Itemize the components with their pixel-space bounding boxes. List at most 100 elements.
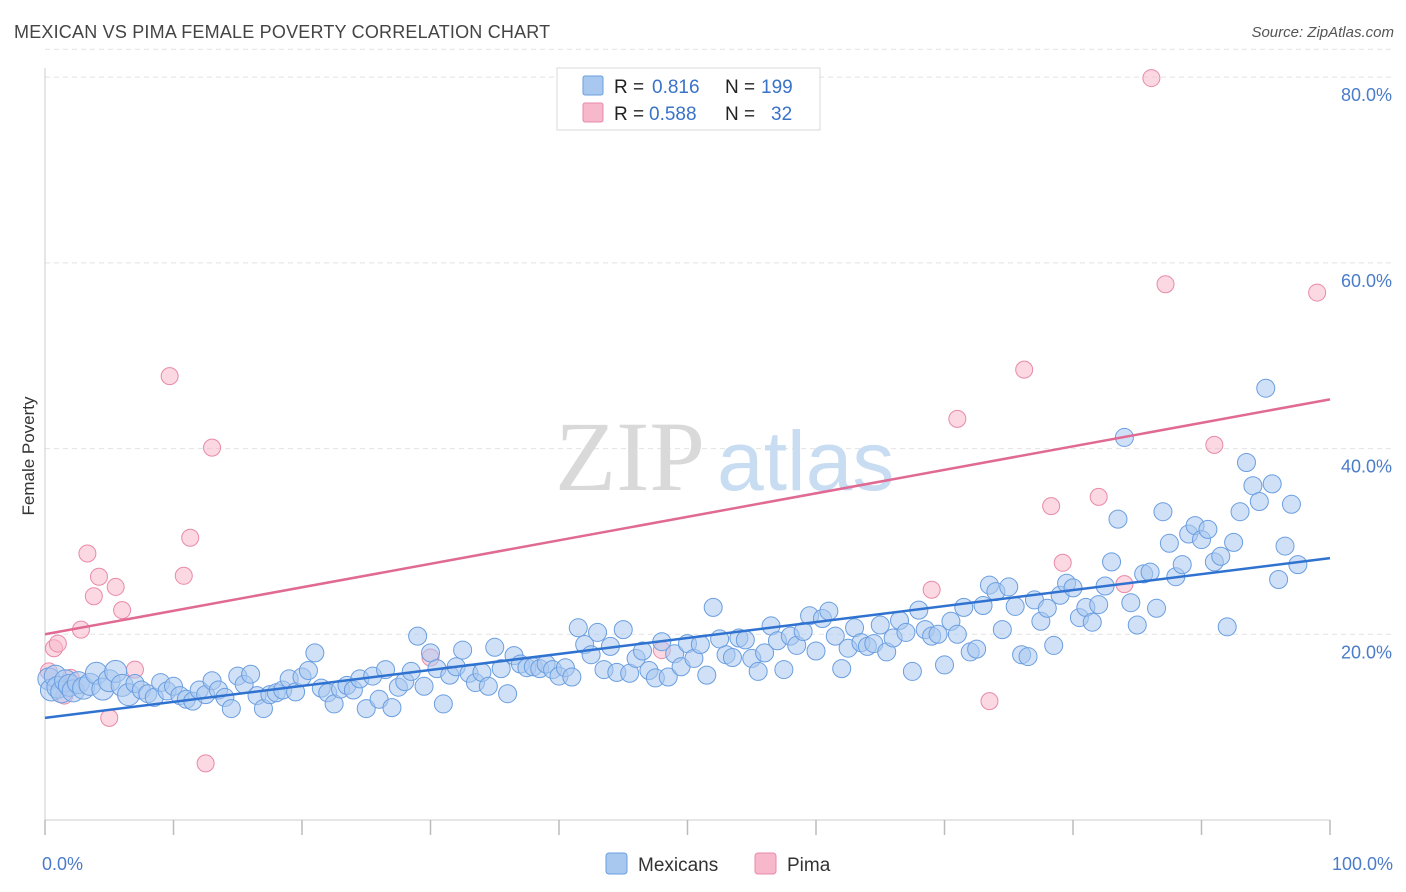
mexicans-point — [748, 661, 768, 681]
pima-point — [196, 754, 215, 773]
mexicans-point — [1121, 593, 1141, 613]
pima-point — [78, 544, 97, 563]
x-tick-labels: 0.0% 100.0% — [42, 854, 1393, 874]
mexicans-point — [298, 661, 318, 680]
mexicans-point — [356, 699, 376, 719]
mexicans-point — [588, 622, 608, 642]
legend-n-value: 199 — [761, 77, 793, 98]
pima-point — [1042, 497, 1061, 516]
pima-point — [948, 409, 967, 428]
mexicans-point — [870, 615, 890, 635]
mexicans-point — [1281, 494, 1301, 514]
legend-r-value: 0.816 — [652, 77, 700, 98]
mexicans-point — [408, 626, 428, 646]
mexicans-point — [1288, 555, 1308, 575]
pima-point — [1053, 553, 1072, 572]
mexicans-point — [382, 698, 402, 718]
grid-lines — [45, 48, 1392, 635]
pima-point — [160, 367, 179, 386]
bottom-legend-swatch-pima — [754, 852, 777, 875]
mexicans-point — [1082, 612, 1102, 632]
pima-point — [113, 601, 132, 620]
mexicans-point — [1217, 617, 1237, 637]
y-tick-label: 40.0% — [1341, 457, 1392, 477]
legend-swatch-pima — [582, 102, 604, 123]
bottom-legend-label-pima: Pima — [787, 855, 831, 876]
y-tick-label: 80.0% — [1341, 85, 1392, 105]
pima-point — [1142, 69, 1161, 88]
mexicans-point — [478, 676, 498, 696]
pima-point — [89, 567, 108, 586]
mexicans-point — [1172, 555, 1192, 575]
mexicans-point — [1147, 598, 1167, 618]
mexicans-point — [1153, 502, 1173, 522]
mexicans-point — [1275, 536, 1295, 556]
mexicans-point — [221, 699, 241, 719]
mexicans-point — [703, 597, 723, 617]
mexicans-trend-line — [44, 556, 1331, 720]
pima-point — [922, 580, 941, 599]
mexicans-point — [1005, 596, 1025, 616]
legend-n-value: 32 — [771, 104, 792, 125]
legend-r-label: R = — [614, 104, 644, 125]
legend-r-label: R = — [614, 77, 644, 98]
pima-point — [980, 692, 999, 711]
mexicans-point — [947, 624, 967, 644]
legend-n-label: N = — [725, 104, 755, 125]
pima-point — [48, 634, 67, 653]
mexicans-point — [902, 661, 922, 681]
mexicans-point — [1230, 502, 1250, 522]
legend-r-value: 0.588 — [649, 104, 697, 125]
mexicans-point — [1108, 509, 1128, 529]
mexicans-point — [1249, 492, 1269, 511]
mexicans-point — [491, 659, 511, 679]
pima-point — [1205, 435, 1224, 454]
mexicans-point — [774, 660, 794, 680]
pima-point — [181, 528, 200, 547]
mexicans-point — [896, 622, 916, 642]
mexicans-point — [1140, 562, 1160, 582]
x-tick-label: 100.0% — [1332, 854, 1393, 874]
mexicans-point — [806, 641, 826, 661]
mexicans-point — [832, 659, 852, 679]
pima-point — [1308, 283, 1327, 302]
mexicans-point — [999, 577, 1019, 597]
mexicans-point — [973, 596, 993, 615]
mexicans-points — [37, 378, 1308, 719]
pima-point — [203, 438, 222, 457]
legend-n-label: N = — [725, 77, 755, 98]
mexicans-point — [1044, 635, 1064, 655]
y-tick-labels: 20.0% 40.0% 60.0% 80.0% — [1341, 85, 1392, 662]
pima-points — [39, 69, 1327, 773]
pima-point — [100, 708, 119, 727]
pima-point — [174, 566, 193, 585]
mexicans-point — [1102, 552, 1122, 572]
y-axis-label: Female Poverty — [19, 396, 38, 516]
mexicans-point — [1063, 578, 1083, 598]
mexicans-point — [1269, 570, 1289, 589]
mexicans-point — [992, 620, 1012, 640]
mexicans-point — [498, 684, 518, 704]
x-tick-label: 0.0% — [42, 854, 83, 874]
pima-point — [106, 577, 125, 596]
bottom-legend-swatch-mexicans — [605, 852, 628, 875]
trend-lines — [44, 398, 1331, 720]
mexicans-point — [305, 643, 325, 663]
stats-legend: R = 0.816 N = 199 R = 0.588 N = 32 — [556, 67, 821, 131]
mexicans-point — [562, 667, 582, 687]
mexicans-point — [485, 637, 505, 657]
mexicans-point — [1256, 378, 1276, 398]
y-tick-label: 60.0% — [1341, 271, 1392, 291]
mexicans-point — [928, 624, 948, 644]
legend-swatch-mexicans — [582, 75, 604, 96]
mexicans-point — [1127, 615, 1147, 635]
mexicans-point — [1211, 546, 1231, 566]
mexicans-point — [613, 620, 633, 640]
mexicans-point — [1018, 647, 1038, 667]
mexicans-point — [1198, 519, 1218, 539]
mexicans-point — [568, 618, 588, 638]
pima-point — [84, 587, 103, 606]
pima-point — [1015, 360, 1034, 379]
mexicans-point — [241, 664, 261, 684]
